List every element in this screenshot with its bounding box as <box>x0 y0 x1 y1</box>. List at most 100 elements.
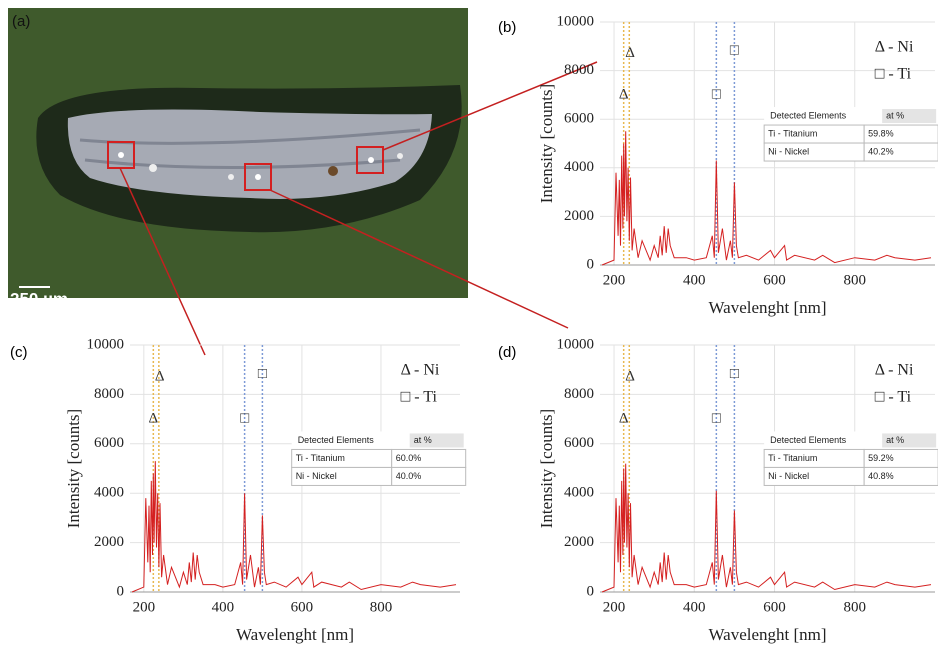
panel-label: (d) <box>498 344 516 361</box>
peak-marker: Δ <box>155 369 165 385</box>
y-tick-label: 2000 <box>564 534 594 550</box>
x-axis-label: Wavelenght [nm] <box>708 298 826 317</box>
table-cell-text: 59.8% <box>868 128 894 138</box>
y-tick-label: 10000 <box>87 336 125 352</box>
spectrum <box>601 463 932 593</box>
unit-dropdown-text: at % <box>414 435 432 445</box>
table-header-text: Detected Elements <box>298 435 375 445</box>
roi-box <box>244 163 272 191</box>
y-tick-label: 0 <box>587 583 595 599</box>
legend-note: Δ - Ni <box>875 39 914 56</box>
table-cell <box>391 466 467 486</box>
table-cell <box>863 466 938 486</box>
peak-marker: □ <box>240 411 249 427</box>
roi-box <box>356 146 384 174</box>
panel-label: (a) <box>12 13 30 30</box>
sample <box>67 109 432 199</box>
spot <box>255 174 261 180</box>
table-cell-text: Ti - Titanium <box>768 453 817 463</box>
x-tick-label: 800 <box>844 272 867 288</box>
x-tick-label: 200 <box>603 599 626 615</box>
unit-dropdown-text: at % <box>886 110 904 120</box>
y-tick-label: 2000 <box>564 208 594 224</box>
peak-marker: □ <box>730 43 739 59</box>
legend-note: □ - Ti <box>875 66 912 83</box>
x-tick-label: 200 <box>133 599 156 615</box>
unit-dropdown <box>882 109 937 124</box>
unit-dropdown <box>882 433 937 448</box>
roi-box <box>107 141 135 169</box>
table-cell-text: Ti - Titanium <box>768 128 817 138</box>
table-cell-text: 60.0% <box>396 453 422 463</box>
y-tick-label: 0 <box>117 583 125 599</box>
y-tick-label: 8000 <box>564 62 594 78</box>
table-header-text: Detected Elements <box>770 110 847 120</box>
unit-dropdown-text: at % <box>886 435 904 445</box>
table-cell-text: 40.0% <box>396 471 422 481</box>
table-cell-text: Ni - Nickel <box>296 471 337 481</box>
spectrum <box>131 461 457 593</box>
x-axis-label: Wavelenght [nm] <box>708 625 826 644</box>
legend-note: Δ - Ni <box>401 362 440 379</box>
micrograph: 250 µm (a) <box>8 8 468 308</box>
peak-marker: Δ <box>148 411 158 427</box>
legend-note: □ - Ti <box>875 389 912 406</box>
x-tick-label: 800 <box>844 599 867 615</box>
peak-marker: Δ <box>625 369 635 385</box>
connector <box>269 189 569 329</box>
connector <box>119 167 206 356</box>
spot <box>118 152 124 158</box>
spot <box>149 164 157 172</box>
table-cell-text: Ni - Nickel <box>768 146 809 156</box>
table-header-text: Detected Elements <box>770 435 847 445</box>
x-axis-label: Wavelenght [nm] <box>236 625 354 644</box>
legend-note: Δ - Ni <box>875 362 914 379</box>
peak-marker: □ <box>258 366 267 382</box>
x-tick-label: 400 <box>212 599 235 615</box>
x-tick-label: 800 <box>370 599 393 615</box>
y-tick-label: 10000 <box>557 336 595 352</box>
panel-label: (c) <box>10 344 28 361</box>
y-axis-label: Intensity [counts] <box>537 84 556 203</box>
y-tick-label: 4000 <box>94 485 124 501</box>
y-tick-label: 4000 <box>564 485 594 501</box>
scale-label: 250 µm <box>10 289 68 308</box>
x-tick-label: 600 <box>291 599 314 615</box>
peak-marker: □ <box>730 366 739 382</box>
table-cell-text: 40.2% <box>868 146 894 156</box>
y-tick-label: 8000 <box>94 386 124 402</box>
panel-label: (b) <box>498 19 516 36</box>
peak-marker: Δ <box>619 86 629 102</box>
x-tick-label: 400 <box>683 272 706 288</box>
x-tick-label: 600 <box>763 599 786 615</box>
peak-marker: Δ <box>619 411 629 427</box>
table-cell-text: Ti - Titanium <box>296 453 345 463</box>
table-cell-text: 59.2% <box>868 453 894 463</box>
table-cell-text: Ni - Nickel <box>768 471 809 481</box>
y-tick-label: 2000 <box>94 534 124 550</box>
y-tick-label: 8000 <box>564 386 594 402</box>
peak-marker: □ <box>712 411 721 427</box>
y-tick-label: 10000 <box>557 13 595 29</box>
table-cell-text: 40.8% <box>868 471 894 481</box>
x-tick-label: 200 <box>603 272 626 288</box>
spectrum <box>601 131 932 266</box>
spot <box>328 166 338 176</box>
spot <box>397 153 403 159</box>
legend-note: □ - Ti <box>401 389 438 406</box>
unit-dropdown <box>409 433 464 448</box>
x-tick-label: 400 <box>683 599 706 615</box>
y-axis-label: Intensity [counts] <box>537 409 556 528</box>
spot <box>368 157 374 163</box>
y-axis-label: Intensity [counts] <box>64 409 83 528</box>
connector <box>382 61 598 151</box>
peak-marker: □ <box>712 86 721 102</box>
y-tick-label: 0 <box>587 256 595 272</box>
table-cell <box>863 142 938 162</box>
spot <box>228 174 234 180</box>
y-tick-label: 4000 <box>564 159 594 175</box>
y-tick-label: 6000 <box>564 111 594 127</box>
y-tick-label: 6000 <box>94 435 124 451</box>
peak-marker: Δ <box>625 45 635 61</box>
